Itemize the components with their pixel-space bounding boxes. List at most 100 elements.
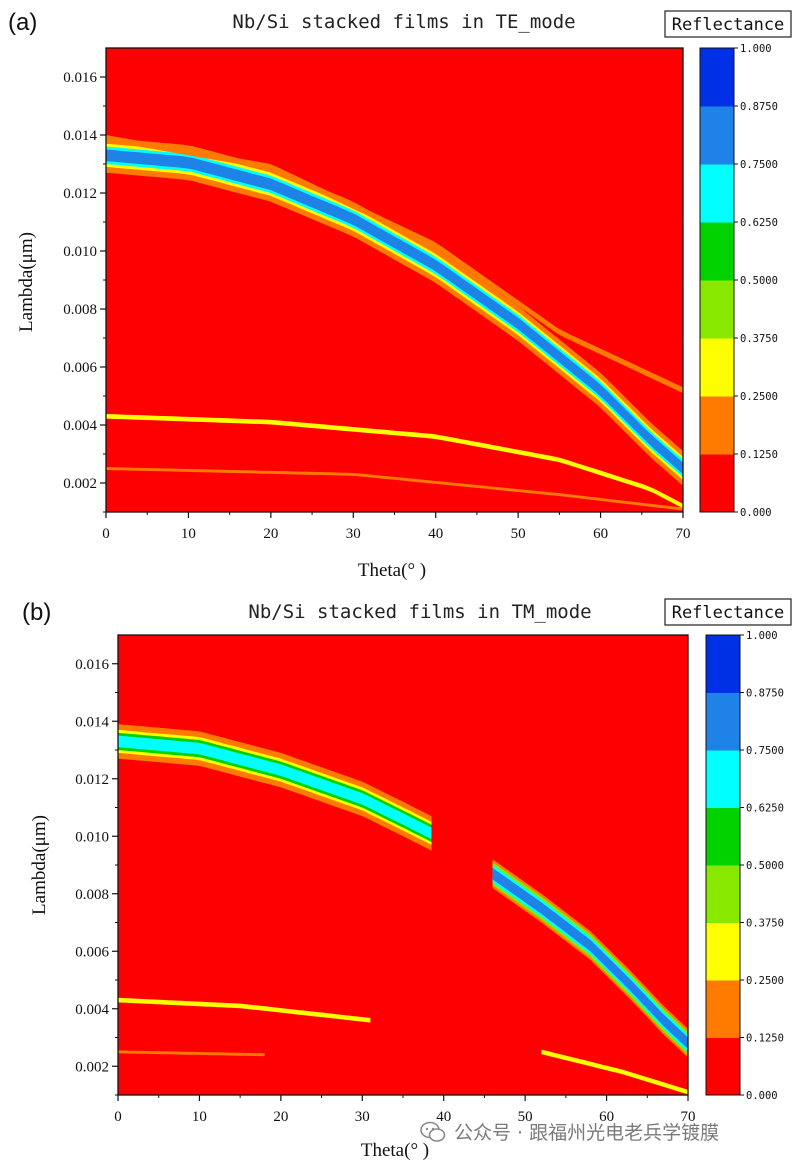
watermark-text: 公众号 · 跟福州光电老兵学镀膜: [454, 1122, 720, 1144]
main-band-low-angle-level-3: [118, 735, 432, 840]
y-tick-label: 0.004: [63, 418, 97, 434]
colorbar-tick-label: 0.3750: [746, 918, 784, 930]
x-tick-label: 10: [192, 1109, 207, 1125]
colorbar-tick-label: 0.6250: [746, 803, 784, 815]
high-angle-fringe-level-0: [541, 1049, 688, 1095]
main-band-high-angle: [492, 859, 688, 1058]
colorbar-swatch: [706, 750, 740, 808]
y-tick-label: 0.014: [75, 714, 109, 730]
watermark: 公众号 · 跟福州光电老兵学镀膜: [420, 1118, 719, 1145]
colorbar-tick-label: 1.000: [746, 630, 778, 642]
wechat-icon: [420, 1121, 446, 1142]
y-tick-label: 0.010: [63, 244, 97, 260]
colorbar-swatch: [706, 865, 740, 923]
y-tick-label: 0.002: [63, 476, 97, 492]
x-tick-label: 50: [511, 526, 526, 542]
colorbar-tick-label: 1.000: [740, 43, 772, 55]
colorbar-tick-label: 0.6250: [740, 217, 778, 229]
colorbar-swatch: [706, 807, 740, 866]
main-band-low-angle: [118, 724, 432, 851]
colorbar-swatch: [700, 222, 734, 281]
colorbar-tick-label: 0.5000: [746, 860, 784, 872]
panel-letter-b: (b): [22, 599, 51, 626]
te-x-axis-label: Theta(° ): [358, 560, 426, 581]
y-tick-label: 0.008: [63, 302, 97, 318]
heatmap-background: [106, 48, 683, 512]
x-tick-label: 0: [102, 526, 110, 542]
colorbar-tick-label: 0.2500: [746, 975, 784, 987]
te-mode-heatmap-panel: (a) Nb/Si stacked films in TE_mode 0 10 20…: [8, 9, 792, 581]
colorbar-swatch: [700, 106, 734, 165]
colorbar-swatch: [700, 396, 734, 455]
y-tick-label: 0.004: [75, 1002, 109, 1018]
tm-colorbar-title: Reflectance: [672, 603, 785, 623]
x-tick-label: 0: [114, 1109, 122, 1125]
colorbar-tick-label: 0.8750: [746, 688, 784, 700]
y-tick-label: 0.008: [75, 887, 109, 903]
main-bragg-band: [106, 137, 683, 486]
colorbar-tick-label: 0.7500: [746, 745, 784, 757]
colorbar-tick-label: 0.7500: [740, 159, 778, 171]
y-tick-label: 0.010: [75, 829, 109, 845]
chart-title-te: Nb/Si stacked films in TE_mode: [232, 11, 575, 33]
y-tick-label: 0.012: [75, 772, 109, 788]
x-tick-label: 70: [676, 526, 691, 542]
y-tick-label: 0.006: [63, 360, 97, 376]
heatmap-background: [118, 635, 688, 1095]
y-tick-label: 0.006: [75, 944, 109, 960]
tm-y-axis-label: Lambda(μm): [29, 815, 50, 915]
main-bragg-band-level-0: [106, 137, 683, 486]
tm-axes: 0 10 20 30 40 50 60 70 0.002 0.004 0.006 0.008 0.010…: [75, 634, 696, 1125]
colorbar-swatch: [706, 692, 740, 751]
colorbar-swatch: [706, 980, 740, 1038]
colorbar-swatch: [700, 48, 734, 107]
x-tick-label: 10: [181, 526, 196, 542]
y-tick-label: 0.016: [75, 657, 109, 673]
colorbar-swatch: [700, 454, 734, 513]
third-order-band-level-0: [118, 1050, 265, 1057]
tm-plot-area: [118, 635, 688, 1095]
y-tick-label: 0.002: [75, 1059, 109, 1075]
panel-letter-a: (a): [8, 9, 37, 36]
second-order-band-level-0: [106, 414, 683, 509]
main-band-low-angle-level-1: [118, 729, 432, 845]
te-colorbar-title-box: [664, 10, 792, 38]
x-tick-label: 40: [428, 526, 443, 542]
colorbar-swatch: [700, 338, 734, 397]
x-tick-label: 60: [599, 1109, 614, 1125]
x-tick-label: 60: [593, 526, 608, 542]
high-angle-fringe: [541, 1049, 688, 1095]
te-colorbar-title: Reflectance: [672, 15, 785, 35]
colorbar-swatch: [700, 280, 734, 339]
tm-x-axis-label: Theta(° ): [361, 1140, 429, 1161]
x-tick-label: 30: [355, 1109, 370, 1125]
chart-title-tm: Nb/Si stacked films in TM_mode: [248, 601, 591, 623]
colorbar-swatch: [706, 922, 740, 981]
colorbar-swatch: [706, 1037, 740, 1096]
colorbar-tick-label: 0.3750: [740, 333, 778, 345]
colorbar-tick-label: 0.5000: [740, 275, 778, 287]
third-order-band: [118, 1050, 265, 1057]
y-tick-label: 0.014: [63, 128, 97, 144]
te-axes: 0 10 20 30 40 50 60 70 0.002 0.004 0.006 0.008 0.010…: [63, 47, 691, 542]
x-tick-label: 20: [263, 526, 278, 542]
x-tick-label: 20: [273, 1109, 288, 1125]
second-order-band: [106, 414, 683, 509]
colorbar-tick-label: 0.8750: [740, 101, 778, 113]
main-band-high-angle-level-3: [492, 867, 688, 1049]
tm-colorbar-title-box: [664, 598, 792, 626]
colorbar-tick-label: 0.000: [740, 507, 772, 519]
y-tick-label: 0.012: [63, 186, 97, 202]
second-order-band-level-0: [118, 997, 371, 1023]
te-colorbar: 0.000 0.1250 0.2500 0.3750 0.5000 0.6250 0.750…: [699, 43, 778, 519]
tm-colorbar: 0.000 0.1250 0.2500 0.3750 0.5000 0.6250 0.750…: [705, 630, 784, 1102]
x-tick-label: 40: [436, 1109, 451, 1125]
x-tick-label: 50: [518, 1109, 533, 1125]
te-y-axis-label: Lambda(μm): [16, 232, 37, 332]
te-plot-area: [106, 48, 683, 512]
colorbar-tick-label: 0.1250: [740, 449, 778, 461]
colorbar-swatch: [700, 164, 734, 223]
colorbar-swatch: [706, 635, 740, 693]
colorbar-tick-label: 0.2500: [740, 391, 778, 403]
tm-mode-heatmap-panel: (b) Nb/Si stacked films in TM_mode 0 10 20…: [22, 598, 792, 1161]
